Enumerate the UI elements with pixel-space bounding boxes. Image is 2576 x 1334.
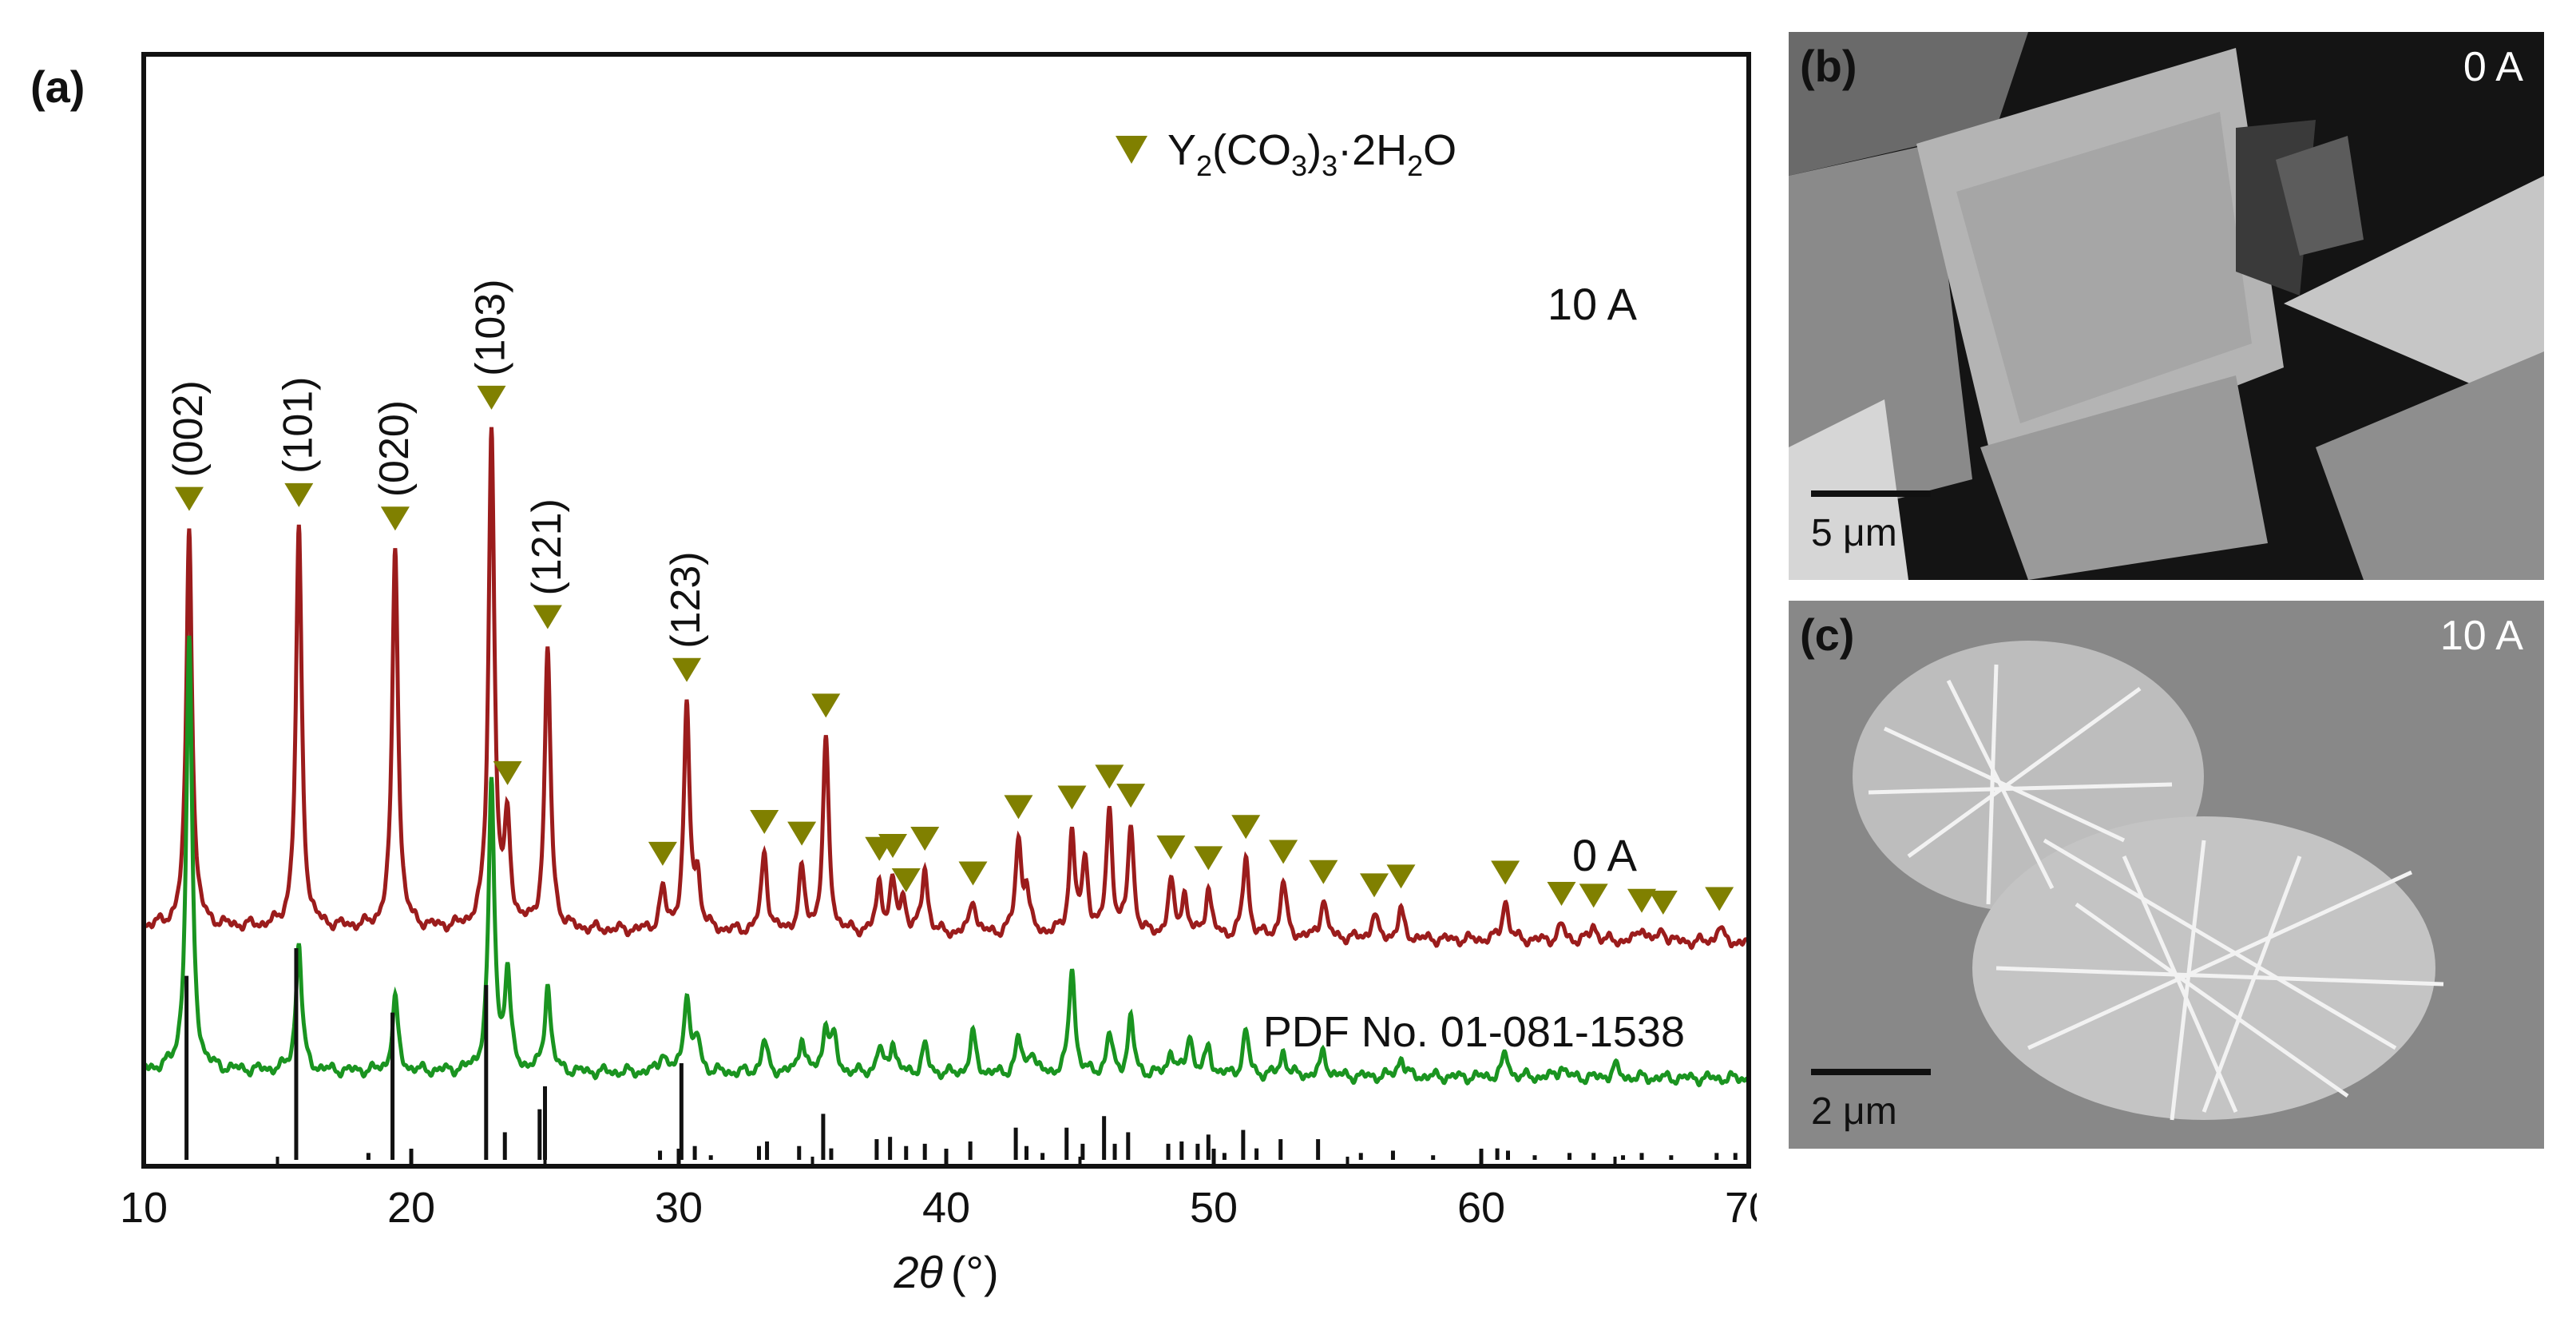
series-label-0: 10 A (1548, 279, 1638, 329)
peak-marker-icon (1194, 846, 1223, 871)
peak-marker-icon (1057, 785, 1087, 810)
x-tick-label: 20 (387, 1184, 435, 1232)
sem-current-tag-c: 10 A (2439, 613, 2523, 659)
peak-marker-icon (891, 868, 921, 893)
peak-marker-icon (1095, 764, 1124, 789)
x-axis-label: 2θ (°) (893, 1247, 998, 1297)
sem-image-b: (b) 0 A 5 μm (1789, 32, 2544, 580)
sem-panel-label-b: (b) (1800, 41, 1857, 91)
panel-label-a: (a) (30, 62, 85, 112)
scale-bar-label-c: 2 μm (1811, 1090, 1897, 1133)
x-tick-label: 40 (922, 1184, 970, 1232)
legend-label: Y2(CO3)3·2H2O (1167, 126, 1456, 182)
peak-marker-icon (910, 826, 940, 851)
peak-marker-icon (648, 841, 677, 866)
peak-marker-icon (1231, 815, 1261, 840)
peak-marker-icon (1648, 891, 1678, 915)
series-line-10-a (142, 427, 1750, 951)
peak-index-label: (020) (371, 400, 418, 497)
peak-marker-icon (811, 693, 841, 718)
scale-bar-label-b: 5 μm (1811, 512, 1897, 554)
peak-marker-icon (1360, 873, 1389, 898)
scale-bar-c (1811, 1069, 1931, 1075)
reference-label: PDF No. 01-081-1538 (1263, 1008, 1685, 1056)
peak-index-label: (101) (275, 376, 321, 473)
peak-marker-icon (380, 506, 410, 531)
sem-image-c: (c) 10 A 2 μm (1789, 601, 2544, 1149)
peak-index-label: (123) (663, 551, 709, 648)
peak-marker-icon (750, 809, 779, 834)
peak-marker-icon (958, 861, 988, 886)
peak-marker-icon (1116, 784, 1146, 808)
plot-frame (141, 52, 1751, 1169)
x-tick-label: 10 (120, 1184, 168, 1232)
peak-marker-icon (1156, 835, 1186, 860)
peak-marker-icon (1269, 840, 1298, 864)
x-tick-label: 50 (1190, 1184, 1238, 1232)
peak-marker-icon (1579, 883, 1608, 908)
x-axis-label-unit: (°) (951, 1247, 999, 1297)
peak-marker-icon (1627, 888, 1656, 913)
sem-current-tag-b: 0 A (2463, 44, 2523, 90)
peak-index-label: (002) (165, 380, 212, 477)
peak-index-label: (121) (524, 498, 570, 595)
sem-plates-image (1789, 32, 2544, 580)
plot-area (142, 385, 1750, 1160)
scale-bar-b (1811, 490, 1931, 497)
sem-needles-image (1789, 601, 2544, 1149)
x-tick-label: 30 (655, 1184, 703, 1232)
x-tick-label: 60 (1457, 1184, 1505, 1232)
peak-marker-icon (1004, 795, 1033, 820)
peak-marker-icon (1491, 860, 1520, 885)
series-line-0-a (142, 635, 1750, 1088)
peak-marker-icon (1705, 887, 1734, 911)
legend: Y2(CO3)3·2H2O (1116, 126, 1456, 182)
peak-marker-icon (1386, 864, 1416, 889)
peak-marker-icon (787, 821, 817, 846)
sem-panel-label-c: (c) (1800, 609, 1855, 660)
peak-marker-icon (878, 833, 907, 858)
peak-marker-icon (672, 657, 702, 682)
peak-marker-icon (1309, 860, 1338, 884)
x-tick-label: 70 (1725, 1184, 1757, 1232)
peak-marker-icon (284, 482, 314, 507)
peak-index-label: (103) (468, 279, 514, 375)
series-label-1: 0 A (1572, 830, 1638, 880)
peak-marker-icon (477, 385, 506, 410)
peak-marker-icon (174, 486, 204, 511)
legend-marker-icon (1116, 136, 1147, 164)
peak-marker-icon (1547, 881, 1576, 906)
x-axis-label-var: 2θ (893, 1247, 943, 1297)
xrd-chart: 10 20 30 40 50 60 70 2θ(°) Y2(CO3)3·2H2O 10 A 0… (120, 52, 1757, 1297)
peak-marker-icon (533, 605, 562, 629)
x-axis: 10 20 30 40 50 60 70 (120, 1149, 1757, 1232)
peak-marker-icon (493, 760, 522, 785)
